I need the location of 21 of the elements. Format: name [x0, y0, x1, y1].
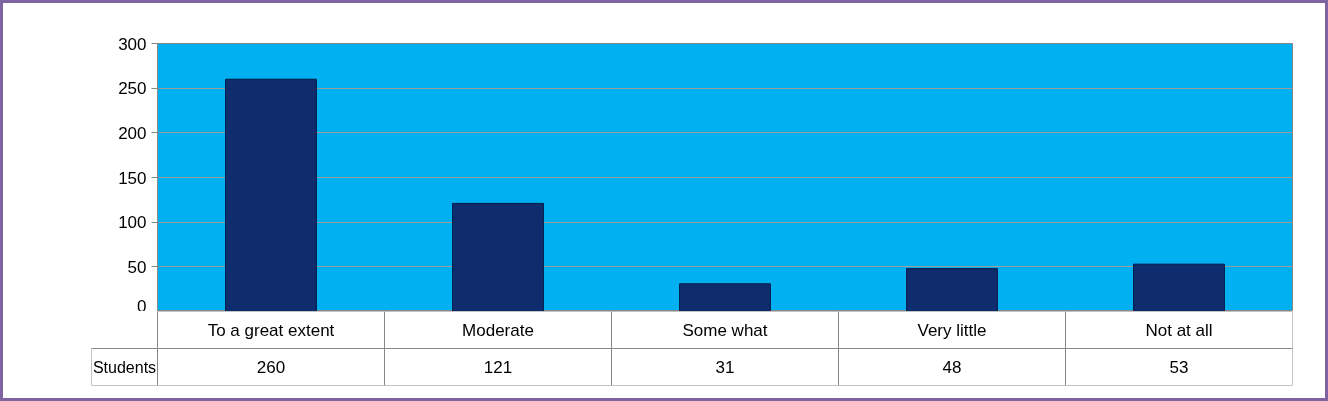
bar — [452, 202, 544, 311]
y-tick-label: 0 — [137, 296, 147, 316]
x-tick-label: Some what — [682, 320, 768, 340]
text: Students — [92, 358, 157, 376]
y-tick-label: 100 — [118, 213, 147, 233]
x-tick-label: Very little — [917, 320, 987, 340]
data-label: 48 — [942, 358, 962, 377]
y-tick-label: 150 — [118, 168, 147, 188]
y-tick-label: 50 — [127, 257, 147, 277]
data-label: 53 — [1169, 358, 1189, 377]
y-tick-label: 300 — [118, 34, 147, 54]
y-tick-label: 200 — [118, 123, 147, 143]
bar — [679, 283, 771, 311]
data-label: 260 — [256, 358, 286, 377]
bar — [906, 268, 998, 311]
x-tick-label: To a great extent — [207, 320, 335, 340]
data-label: 121 — [483, 358, 513, 377]
x-tick-label: Moderate — [462, 320, 534, 340]
data-label: 31 — [715, 358, 735, 377]
y-tick-label: 250 — [118, 79, 147, 99]
x-tick-label: Not at all — [1145, 320, 1213, 340]
